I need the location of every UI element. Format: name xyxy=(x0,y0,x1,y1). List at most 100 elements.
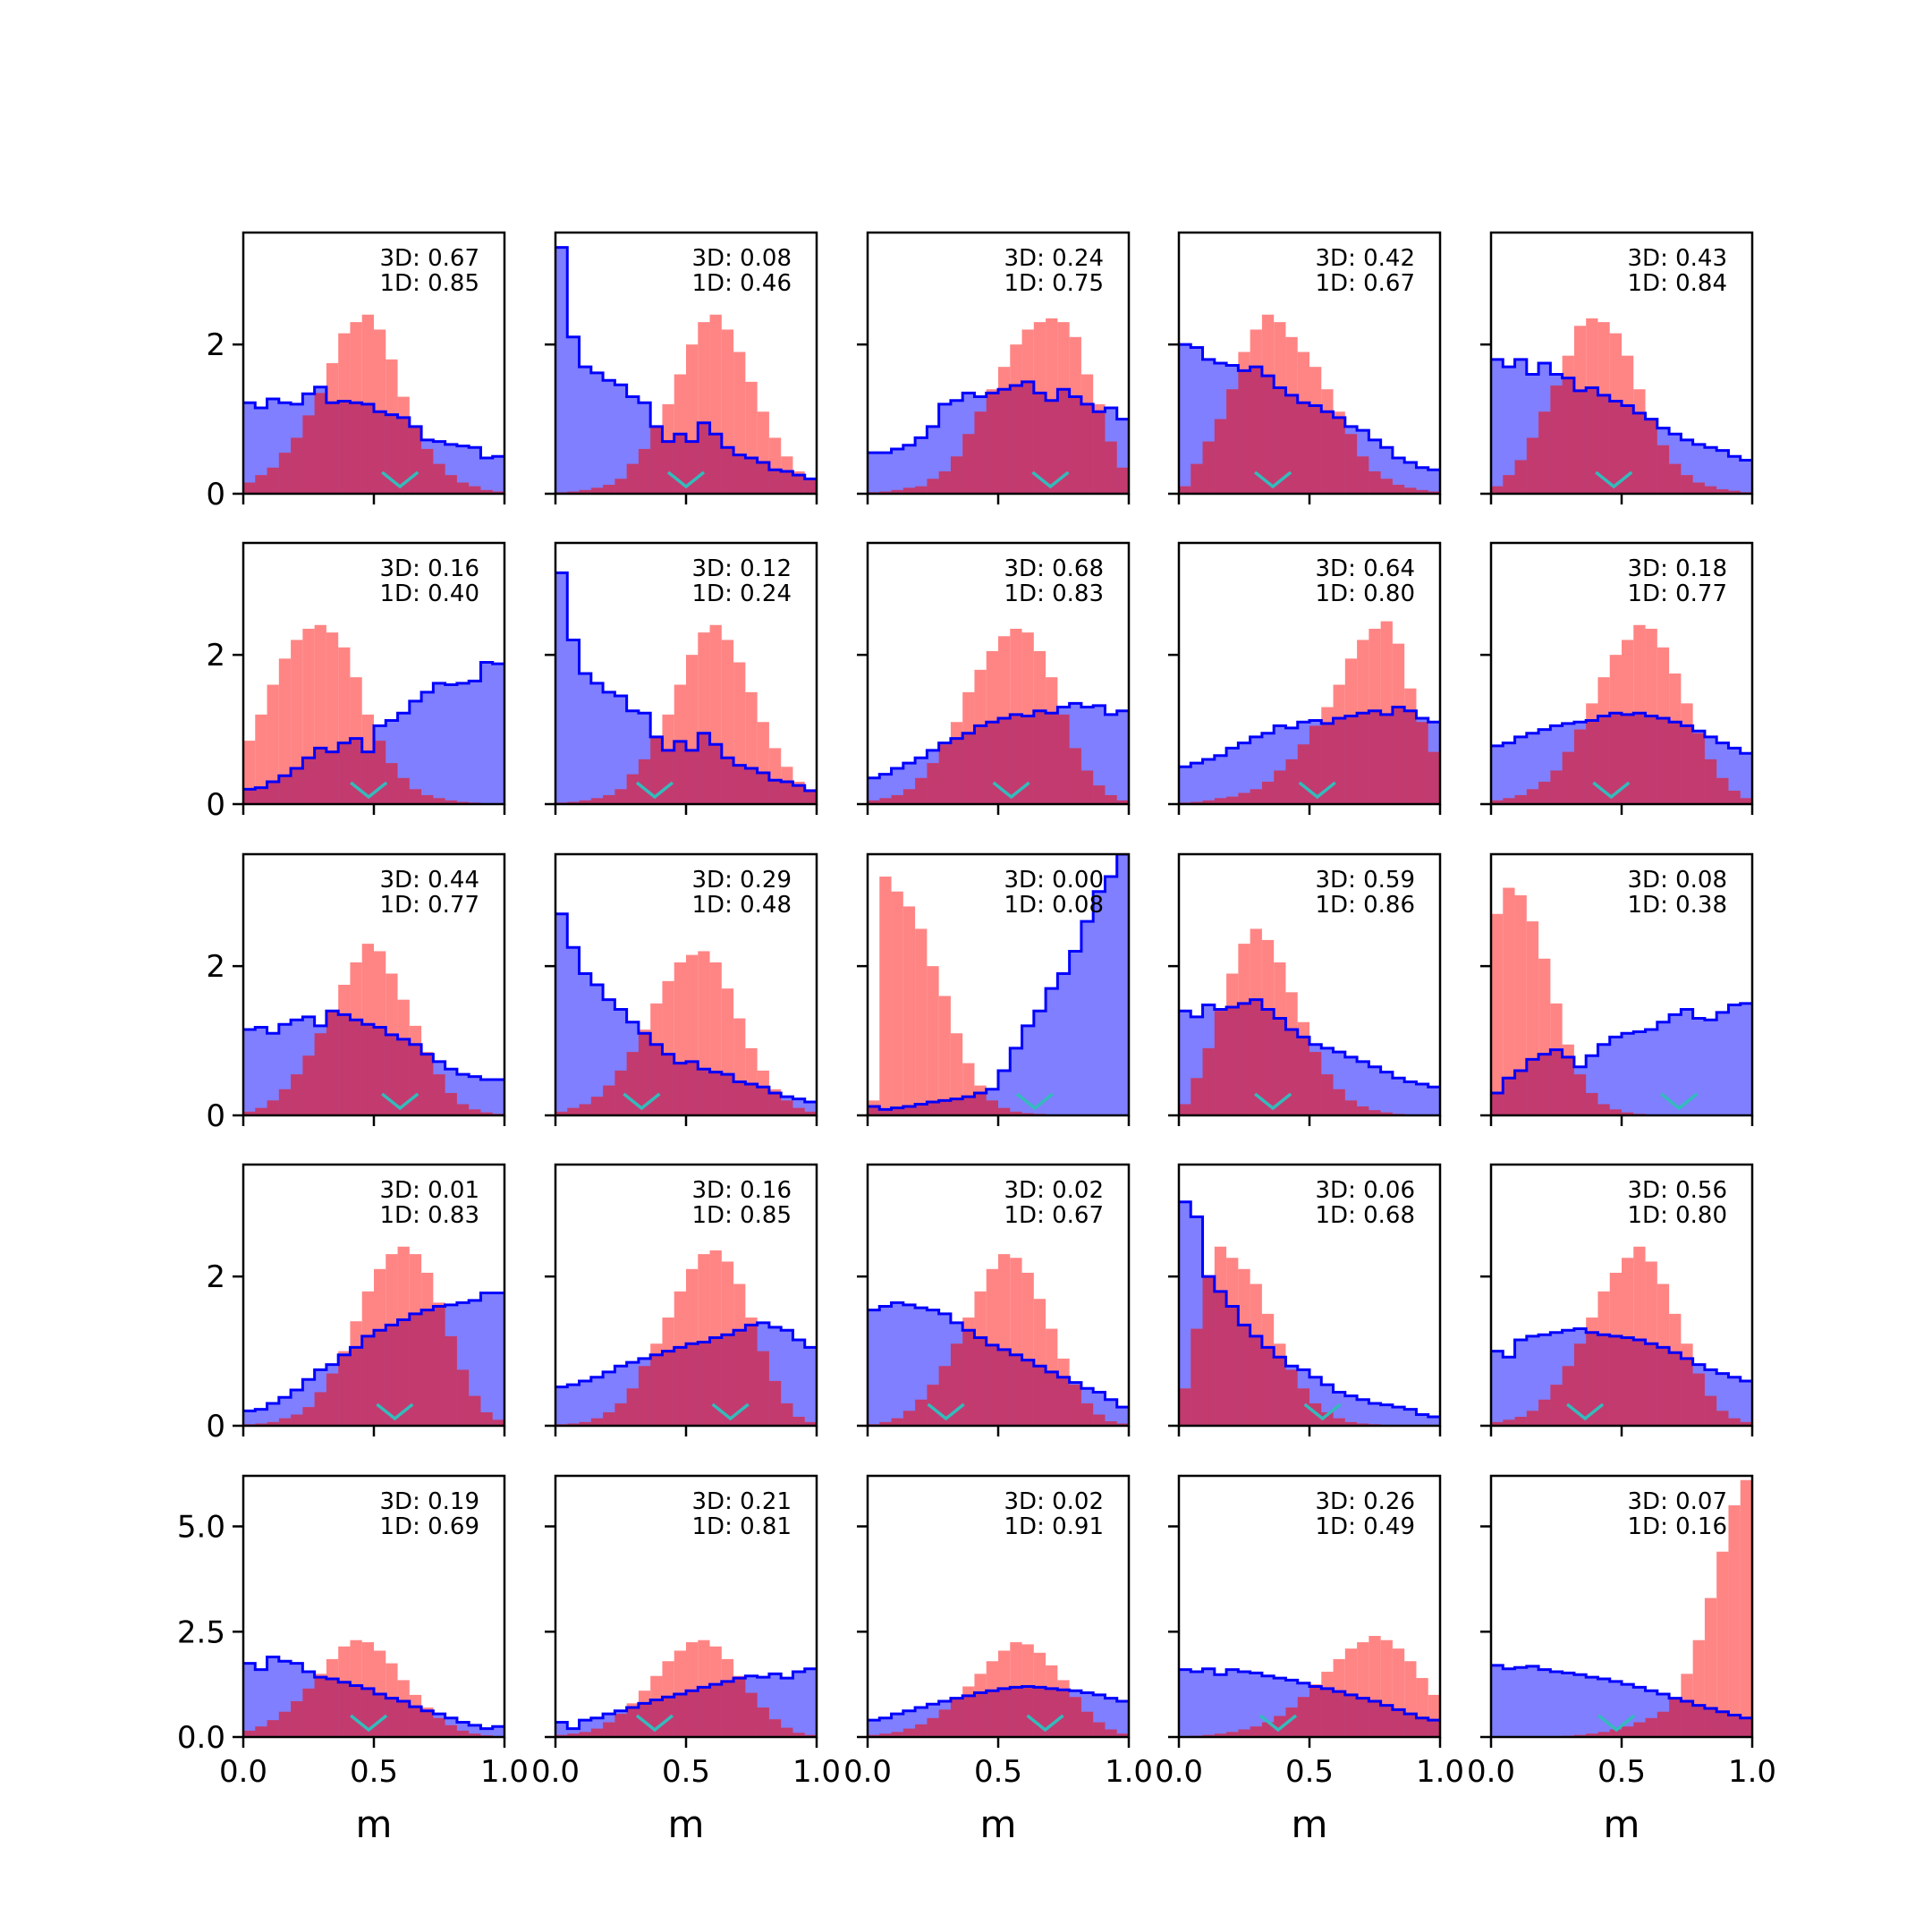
red-histogram-bar xyxy=(962,1063,975,1115)
blue-histogram-outline xyxy=(1179,998,1440,1089)
overlap-bar xyxy=(1321,1074,1334,1115)
red-histogram-bar xyxy=(879,1733,892,1737)
overlap-bar xyxy=(278,1711,292,1737)
annotation-1d: 1D: 0.77 xyxy=(380,892,479,919)
overlap-bar xyxy=(386,414,398,494)
red-histogram-bar xyxy=(733,1018,746,1115)
x-axis-label: m xyxy=(1604,1802,1640,1846)
red-histogram-bar xyxy=(590,1418,604,1426)
overlap-bar xyxy=(902,1728,916,1737)
overlap-bar xyxy=(1538,781,1551,804)
overlap-bar xyxy=(374,1693,386,1737)
red-histogram-bar xyxy=(1021,1272,1034,1426)
overlap-bar xyxy=(1238,792,1250,804)
red-histogram-bar xyxy=(915,928,928,1115)
annotation-1d: 1D: 0.48 xyxy=(692,892,792,919)
red-histogram-bar xyxy=(768,1089,782,1115)
red-histogram-bar xyxy=(409,1025,422,1115)
overlap-bar xyxy=(338,401,351,494)
overlap-bar xyxy=(445,1335,457,1426)
panel-plot-area xyxy=(1491,624,1752,804)
overlap-bar xyxy=(590,798,604,804)
red-histogram-bar xyxy=(291,1414,303,1426)
red-histogram-bar xyxy=(1526,789,1539,804)
overlap-bar xyxy=(1669,463,1682,494)
red-histogram-bar xyxy=(1250,1284,1262,1426)
overlap-bar xyxy=(1105,1729,1117,1737)
annotation-3d: 3D: 0.42 xyxy=(1316,245,1415,272)
overlap-bar xyxy=(278,775,292,804)
red-histogram-bar xyxy=(757,1707,769,1737)
overlap-bar xyxy=(243,482,256,494)
overlap-bar xyxy=(1657,1711,1670,1737)
overlap-bar xyxy=(1416,1717,1428,1737)
overlap-bar xyxy=(1669,1699,1682,1737)
red-histogram-bar xyxy=(745,691,758,804)
red-histogram-bar xyxy=(1633,624,1646,804)
overlap-bar xyxy=(492,1419,504,1426)
annotation-3d: 3D: 0.59 xyxy=(1316,867,1415,894)
y-tick-label: 0.0 xyxy=(177,1720,225,1756)
red-histogram-bar xyxy=(638,1366,651,1426)
red-histogram-bar xyxy=(709,962,722,1115)
red-histogram-bar xyxy=(1622,355,1634,494)
red-histogram-bar xyxy=(1321,389,1334,494)
x-tick-label: 0.0 xyxy=(1155,1754,1203,1790)
overlap-bar xyxy=(314,1392,326,1426)
red-histogram-bar xyxy=(1274,1343,1286,1426)
overlap-bar xyxy=(1633,713,1646,804)
red-histogram-bar xyxy=(1069,1385,1081,1426)
red-histogram-bar xyxy=(1633,389,1646,494)
red-histogram-bar xyxy=(1093,1414,1106,1426)
red-histogram-bar xyxy=(1491,800,1504,804)
y-tick-label: 0 xyxy=(206,1409,225,1445)
overlap-bar xyxy=(1368,1700,1381,1737)
overlap-bar xyxy=(1057,1377,1070,1426)
overlap-bar xyxy=(291,437,303,494)
red-histogram-bar xyxy=(1202,1047,1215,1115)
red-histogram-bar xyxy=(1562,355,1574,494)
median-marker xyxy=(992,781,1030,800)
blue-histogram-fill xyxy=(868,854,1129,1115)
red-histogram-bar xyxy=(1609,1272,1622,1426)
annotation-3d: 3D: 0.00 xyxy=(1004,867,1104,894)
overlap-bar xyxy=(456,482,470,494)
red-histogram-bar xyxy=(1191,801,1203,804)
median-marker xyxy=(381,470,419,489)
red-histogram-bar xyxy=(686,344,699,494)
overlap-bar xyxy=(1080,770,1094,804)
red-histogram-bar xyxy=(962,691,975,804)
overlap-bar xyxy=(1344,1694,1358,1737)
overlap-bar xyxy=(1597,716,1610,804)
red-histogram-bar xyxy=(879,1421,892,1426)
overlap-bar xyxy=(1657,718,1670,804)
overlap-bar xyxy=(662,1054,674,1115)
red-histogram-bar xyxy=(974,411,987,494)
red-histogram-bar xyxy=(662,1318,674,1426)
median-marker xyxy=(635,1714,674,1733)
overlap-bar xyxy=(326,402,339,494)
red-histogram-bar xyxy=(302,628,315,804)
overlap-bar xyxy=(768,780,782,804)
blue-histogram-outline xyxy=(555,912,817,1104)
overlap-bar xyxy=(891,489,903,494)
red-histogram-bar xyxy=(1285,1369,1298,1426)
red-histogram-bar xyxy=(1046,318,1058,494)
red-histogram-bar xyxy=(350,1640,362,1737)
overlap-bar xyxy=(278,1418,292,1426)
overlap-bar xyxy=(433,1074,445,1115)
overlap-bar xyxy=(1692,482,1705,494)
overlap-bar xyxy=(1116,800,1129,804)
red-histogram-bar xyxy=(1021,329,1034,494)
red-histogram-bar xyxy=(1491,913,1504,1115)
red-histogram-bar xyxy=(868,1100,880,1115)
overlap-bar xyxy=(267,1421,279,1426)
red-histogram-bar xyxy=(445,800,457,804)
red-histogram-bar xyxy=(421,1707,434,1737)
overlap-bar xyxy=(555,1111,568,1115)
median-marker xyxy=(1597,1714,1636,1733)
blue-histogram-outline xyxy=(1491,1002,1752,1095)
red-histogram-bar xyxy=(1214,798,1227,804)
